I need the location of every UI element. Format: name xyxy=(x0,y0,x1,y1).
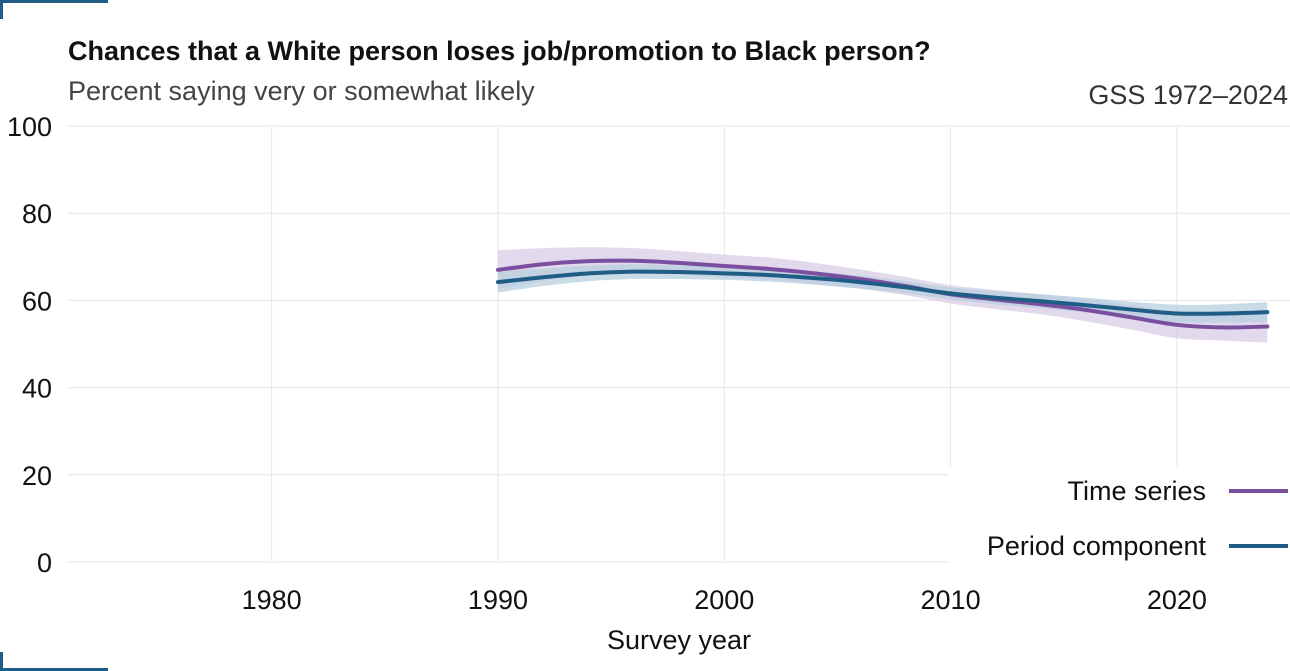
x-tick-label-2020: 2020 xyxy=(1147,585,1207,615)
legend-label-period-component: Period component xyxy=(987,531,1207,561)
chart-title: Chances that a White person loses job/pr… xyxy=(68,36,931,66)
y-tick-label-80: 80 xyxy=(22,199,52,229)
x-axis-title: Survey year xyxy=(607,625,751,655)
chart-subtitle: Percent saying very or somewhat likely xyxy=(68,76,535,106)
x-tick-label-2000: 2000 xyxy=(694,585,754,615)
x-tick-label-2010: 2010 xyxy=(921,585,981,615)
legend: Time series Period component xyxy=(987,476,1288,561)
x-tick-label-1990: 1990 xyxy=(468,585,528,615)
axis-layer: 0 20 40 60 80 100 1980 1990 2000 2010 2020 xyxy=(7,112,1207,615)
bottom-left-corner-mark xyxy=(0,652,108,671)
series-line-period-component xyxy=(495,269,1270,316)
legend-background xyxy=(948,466,1290,571)
x-tick-label-1980: 1980 xyxy=(242,585,302,615)
y-tick-label-20: 20 xyxy=(22,461,52,491)
line-layer xyxy=(495,258,1270,330)
y-tick-label-60: 60 xyxy=(22,286,52,316)
legend-label-time-series: Time series xyxy=(1067,476,1206,506)
y-tick-label-40: 40 xyxy=(22,374,52,404)
chart-source: GSS 1972–2024 xyxy=(1088,80,1288,110)
series-line-time-series xyxy=(495,258,1270,330)
y-tick-label-0: 0 xyxy=(37,548,52,578)
y-tick-label-100: 100 xyxy=(7,112,52,142)
top-left-corner-mark xyxy=(0,0,108,19)
